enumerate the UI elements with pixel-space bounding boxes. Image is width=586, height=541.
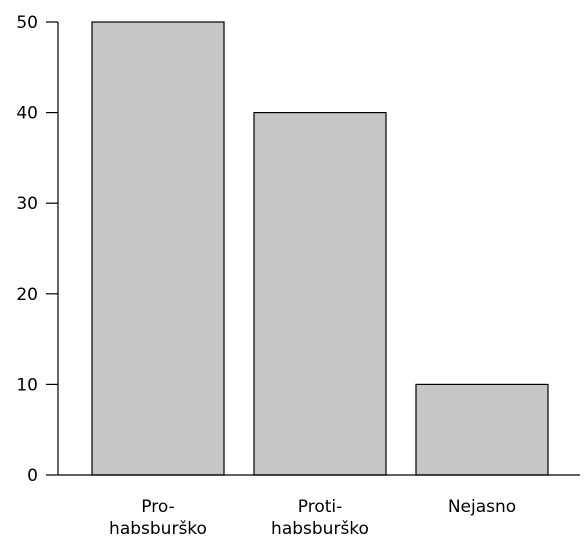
y-tick-label: 30 [16, 194, 38, 214]
category-label-line: habsburško [109, 519, 207, 539]
category-label-1: Pro-habsburško [109, 497, 207, 539]
category-label-3: Nejasno [448, 497, 516, 517]
y-tick-label: 0 [27, 466, 38, 486]
y-tick-label: 50 [16, 13, 38, 33]
y-tick-label: 20 [16, 285, 38, 305]
bar-2 [253, 111, 387, 476]
category-label-line: Proti- [298, 497, 343, 517]
bar-1 [91, 21, 225, 476]
bar-3 [415, 383, 549, 476]
category-label-line: Nejasno [448, 497, 516, 517]
y-tick-label: 40 [16, 104, 38, 124]
category-label-line: habsburško [271, 519, 369, 539]
category-label-line: Pro- [141, 497, 174, 517]
category-label-2: Proti-habsburško [271, 497, 369, 539]
y-tick-label: 10 [16, 375, 38, 395]
